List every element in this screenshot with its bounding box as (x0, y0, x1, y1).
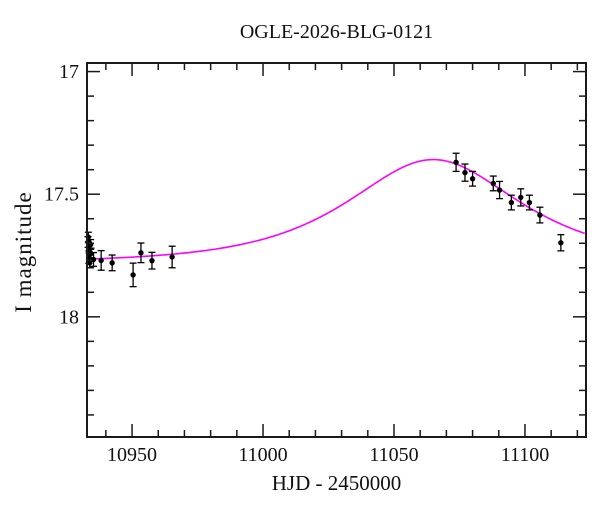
photometry-point (526, 199, 533, 206)
photometry-point (453, 159, 459, 166)
photometry-point (558, 240, 564, 246)
photometry-point (462, 169, 468, 176)
y-tick-label: 18 (59, 306, 79, 328)
photometry-point (537, 212, 543, 218)
axes-frame (86, 62, 587, 438)
photometry-point (496, 187, 503, 193)
photometry-point (130, 272, 136, 278)
photometry-point (490, 180, 496, 187)
x-tick-label: 11050 (369, 444, 418, 466)
x-tick-label: 11000 (238, 444, 287, 466)
photometry-point (469, 176, 476, 182)
photometry-point (98, 257, 104, 264)
photometry-point (109, 260, 115, 266)
error-bars (84, 152, 565, 288)
y-tick-label: 17 (59, 61, 79, 83)
tick-labels: 10950 11000 11050 11100 17 17.5 18 (44, 61, 549, 466)
y-tick-label: 17.5 (44, 184, 79, 206)
x-tick-label: 10950 (107, 444, 157, 466)
photometry-point (149, 257, 155, 264)
photometry-point (518, 194, 524, 201)
photometry-point (86, 260, 93, 266)
photometry-point (169, 254, 175, 260)
photometry-point (138, 250, 144, 256)
photometry-point (508, 199, 515, 206)
axis-ticks (87, 63, 586, 437)
data-points (85, 159, 564, 278)
x-tick-label: 11100 (501, 444, 550, 466)
photometry-point (90, 256, 97, 263)
x-axis-label: HJD - 2450000 (271, 471, 402, 495)
chart-title: OGLE-2026-BLG-0121 (239, 21, 434, 43)
